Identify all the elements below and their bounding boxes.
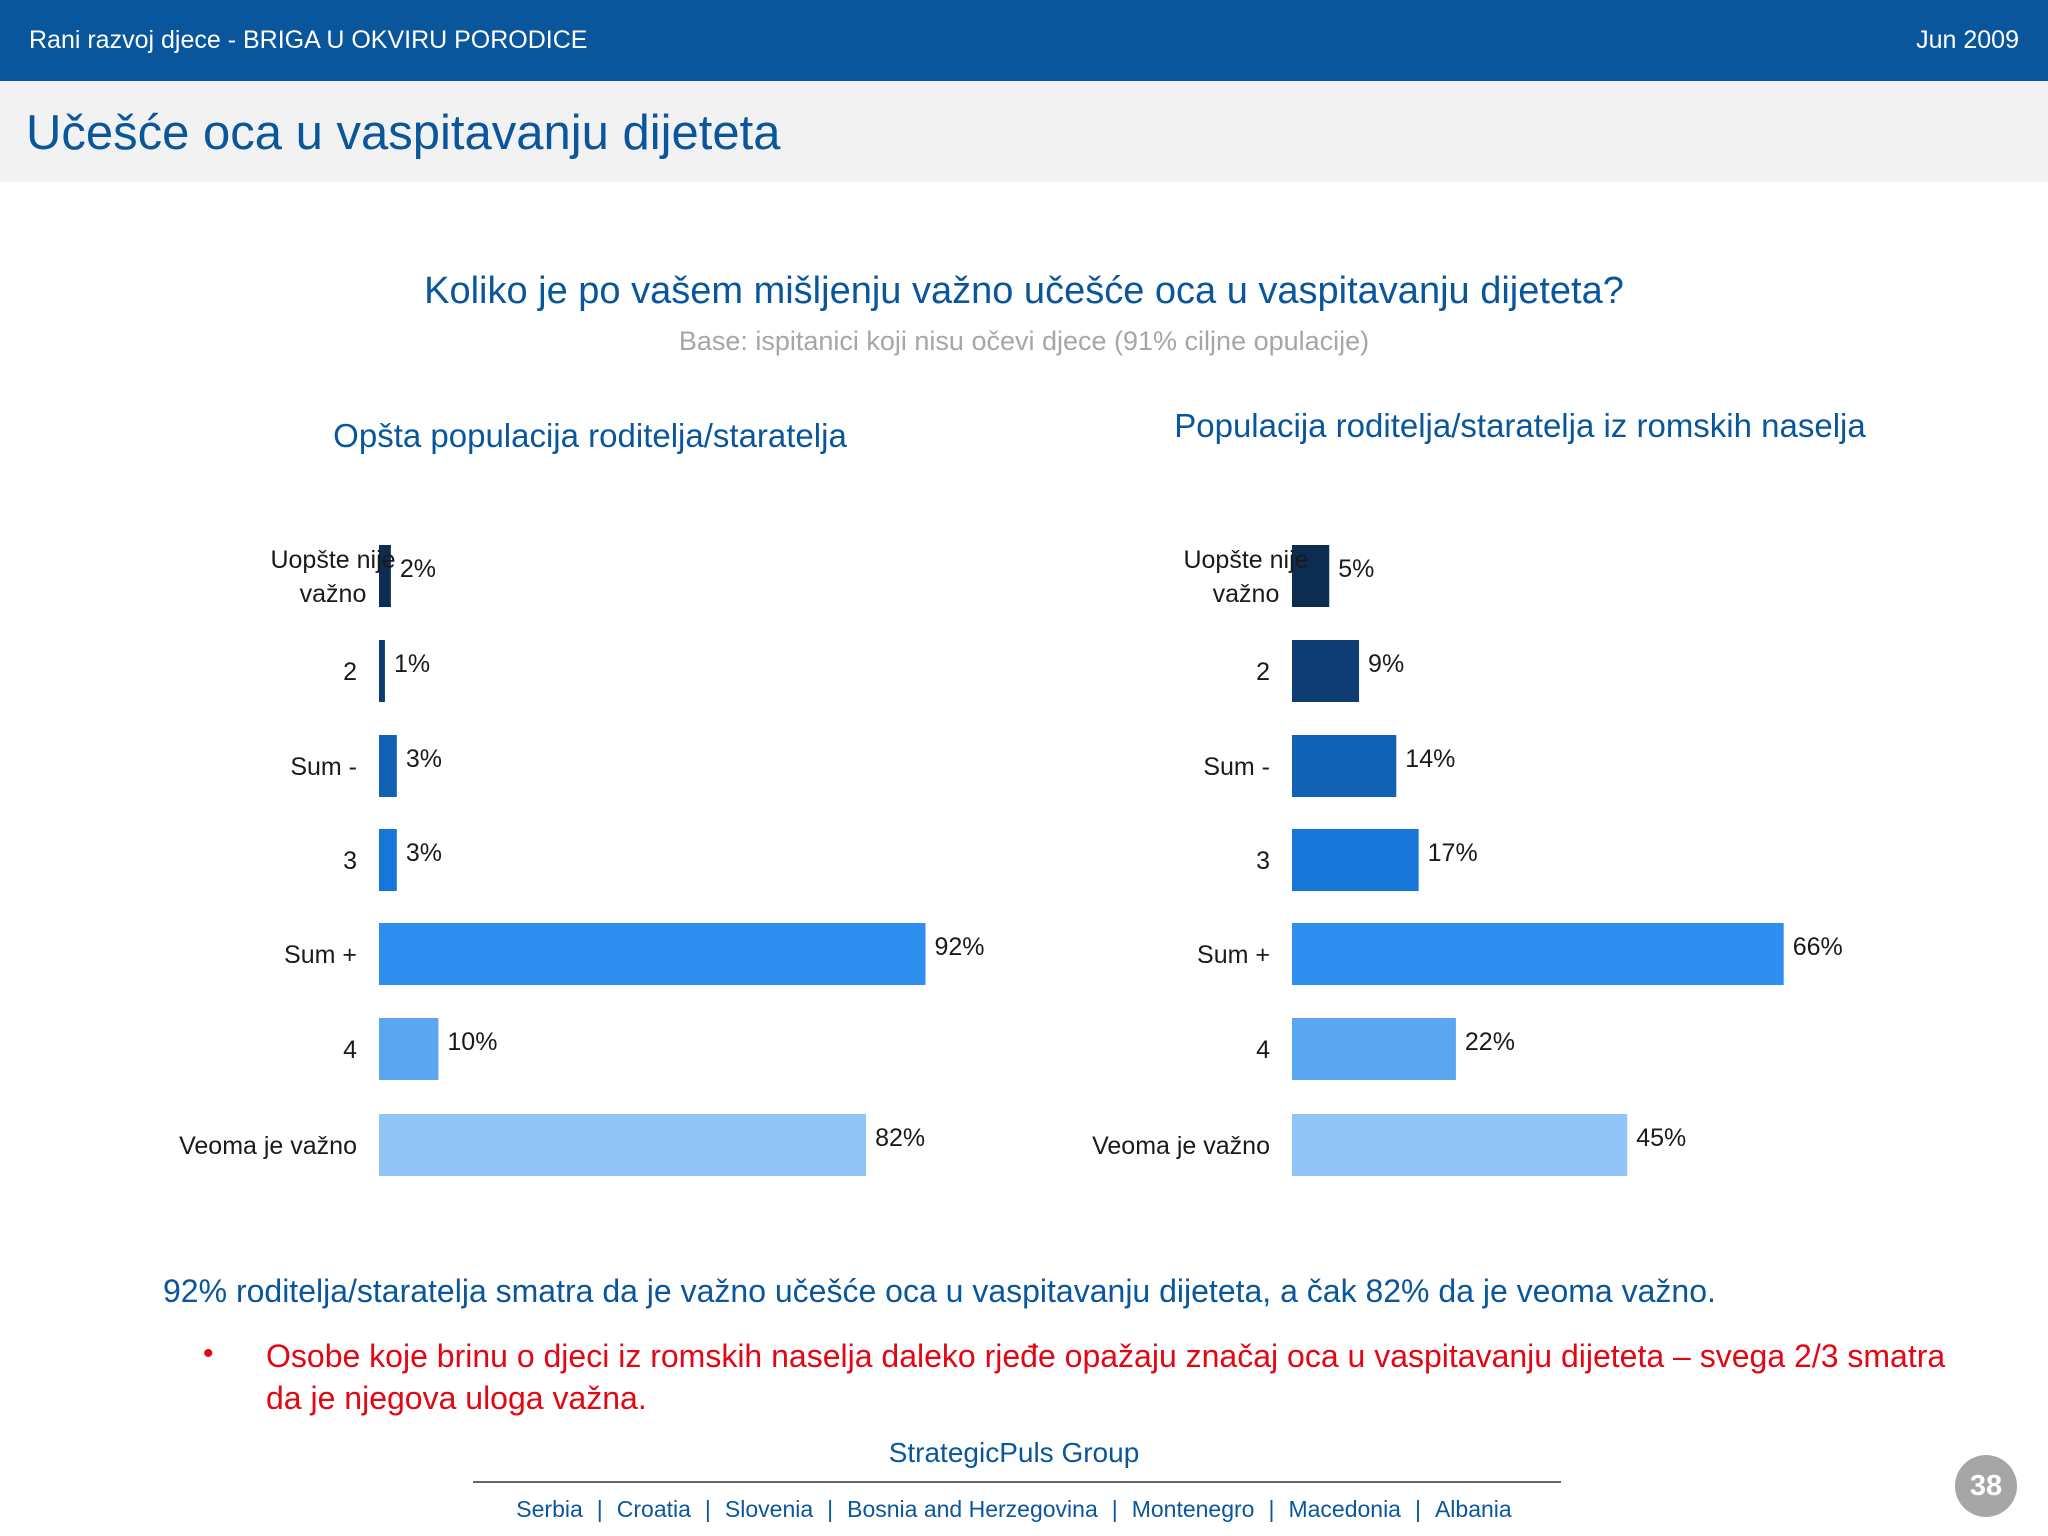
category-label: 2 — [1256, 658, 1270, 686]
value-label: 66% — [1793, 933, 1843, 961]
value-label: 17% — [1428, 839, 1478, 867]
category-label: 4 — [1256, 1036, 1270, 1064]
bar-general-5 — [379, 1018, 439, 1080]
category-label: Sum - — [290, 753, 357, 781]
footer-separator: | — [596, 1496, 603, 1522]
footer-brand: StrategicPuls Group — [888, 1437, 1140, 1468]
value-label: 14% — [1405, 745, 1455, 773]
footer-country: Albania — [1434, 1496, 1512, 1522]
footer-separator: | — [1111, 1496, 1118, 1522]
category-label: Uopšte nije važno — [270, 546, 395, 608]
bullet-text: Osobe koje brinu o djeci iz romskih nase… — [266, 1338, 1946, 1416]
bar-roma-5 — [1292, 1018, 1456, 1080]
value-label: 5% — [1338, 555, 1374, 583]
bar-general-3 — [379, 829, 397, 891]
value-label: 3% — [406, 839, 442, 867]
category-label: Sum - — [1203, 753, 1270, 781]
footer-country: Montenegro — [1131, 1496, 1255, 1522]
value-label: 3% — [406, 745, 442, 773]
value-label: 10% — [447, 1028, 497, 1056]
bar-roma-2 — [1292, 735, 1397, 797]
bullet-marker: • — [203, 1337, 214, 1370]
survey-question: Koliko je po vašem mišljenju važno učešć… — [424, 270, 1624, 312]
footer-country: Macedonia — [1288, 1496, 1401, 1522]
page-number: 38 — [1955, 1455, 2017, 1517]
footer-country: Slovenia — [724, 1496, 814, 1522]
footer-country: Croatia — [616, 1496, 691, 1522]
bar-roma-3 — [1292, 829, 1419, 891]
footer-separator: | — [1268, 1496, 1275, 1522]
bar-roma-0 — [1292, 545, 1330, 607]
presentation-title: Rani razvoj djece - BRIGA U OKVIRU POROD… — [29, 26, 588, 54]
category-label: Veoma je važno — [179, 1132, 357, 1160]
footer-separator: | — [1414, 1496, 1421, 1522]
footer-country: Serbia — [516, 1496, 583, 1522]
value-label: 22% — [1465, 1028, 1515, 1056]
category-label: 2 — [343, 658, 357, 686]
value-label: 45% — [1636, 1124, 1686, 1152]
category-label: 4 — [343, 1036, 357, 1064]
presentation-date: Jun 2009 — [1916, 26, 2019, 54]
bar-general-0 — [379, 545, 391, 607]
value-label: 92% — [934, 933, 984, 961]
summary-text: 92% roditelja/staratelja smatra da je va… — [163, 1273, 1716, 1309]
category-label: 3 — [1256, 847, 1270, 875]
header-bar: Rani razvoj djece - BRIGA U OKVIRU POROD… — [0, 0, 2048, 81]
category-label: 3 — [343, 847, 357, 875]
footer-country: Bosnia and Herzegovina — [847, 1496, 1098, 1522]
bar-general-2 — [379, 735, 397, 797]
category-label: Veoma je važno — [1092, 1132, 1270, 1160]
value-label: 82% — [875, 1124, 925, 1152]
slide-title: Učešće oca u vaspitavanju dijeteta — [26, 106, 781, 160]
title-band: Učešće oca u vaspitavanju dijeteta — [0, 81, 2048, 182]
footer-countries: Serbia | Croatia | Slovenia | Bosnia and Herze… — [0, 1496, 2028, 1523]
category-label: Uopšte nije važno — [1183, 546, 1308, 608]
bar-roma-1 — [1292, 640, 1360, 702]
chart-right-title: Populacija roditelja/staratelja iz romsk… — [1174, 407, 1866, 444]
base-note: Base: ispitanici koji nisu očevi djece (… — [678, 326, 1370, 356]
bar-roma-4 — [1292, 923, 1784, 985]
value-label: 1% — [394, 650, 430, 678]
category-label: Sum + — [1197, 941, 1270, 969]
footer-divider — [473, 1481, 1561, 1483]
value-label: 2% — [400, 555, 436, 583]
category-label: Sum + — [284, 941, 357, 969]
bar-general-1 — [379, 640, 385, 702]
bar-general-4 — [379, 923, 926, 985]
chart-left-title: Opšta populacija roditelja/staratelja — [333, 417, 847, 454]
bar-general-6 — [379, 1114, 867, 1176]
footer-separator: | — [704, 1496, 711, 1522]
value-label: 9% — [1368, 650, 1404, 678]
footer-separator: | — [827, 1496, 834, 1522]
bar-roma-6 — [1292, 1114, 1628, 1176]
